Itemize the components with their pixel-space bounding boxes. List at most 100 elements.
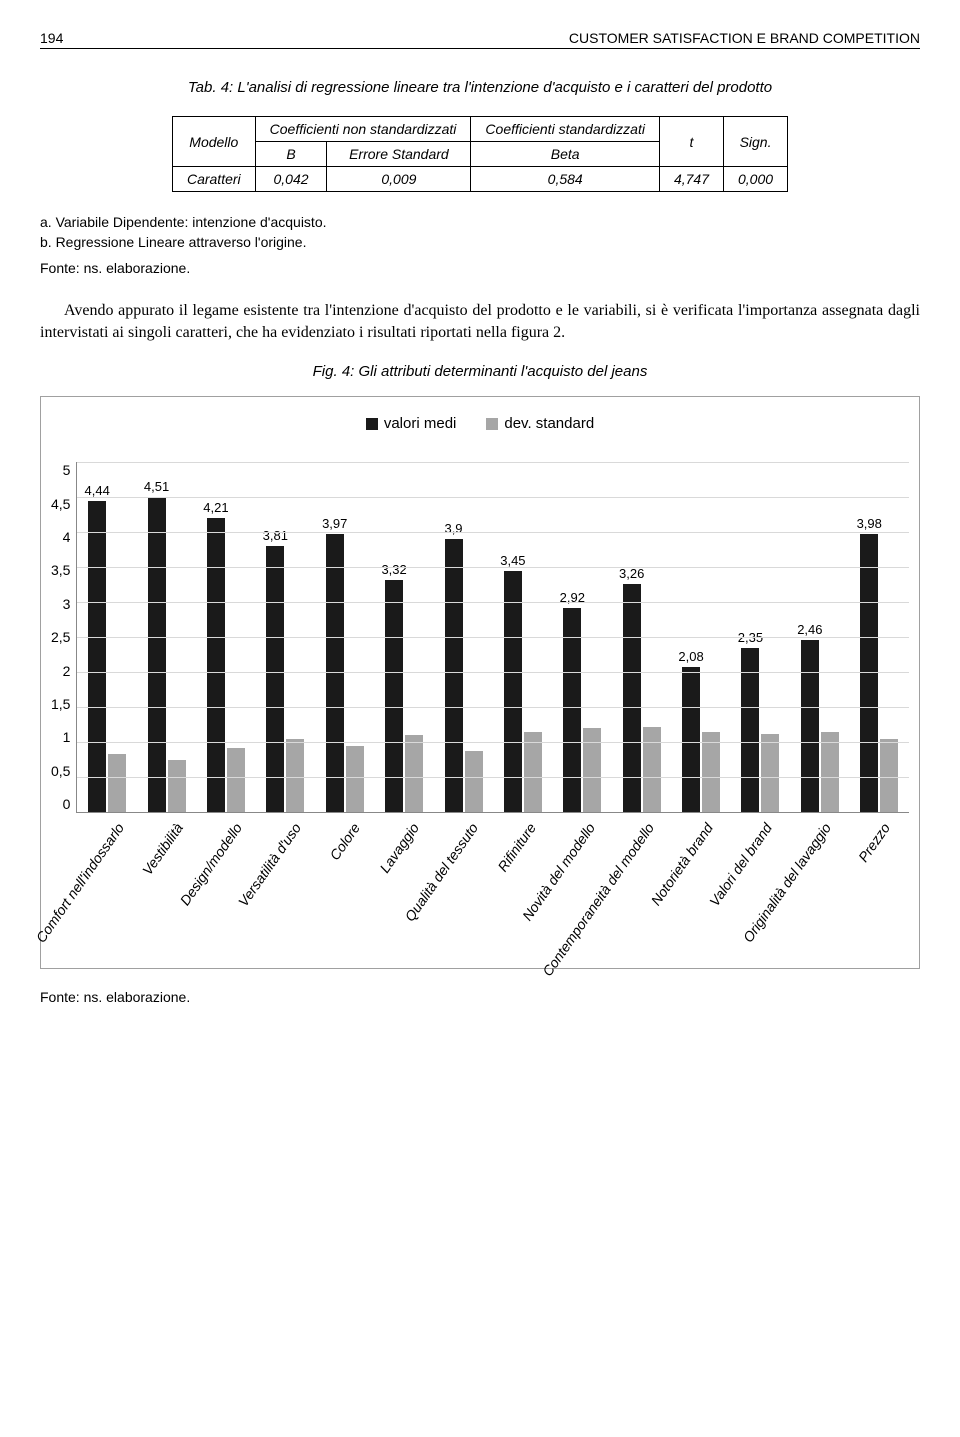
- page-number: 194: [40, 30, 63, 46]
- bar-series2: [880, 739, 898, 813]
- val-err: 0,009: [327, 167, 471, 192]
- bar-series1: 4,21: [207, 518, 225, 813]
- regression-table: Modello Coefficienti non standardizzati …: [172, 116, 788, 192]
- y-tick: 4: [63, 529, 71, 545]
- y-tick: 2: [63, 663, 71, 679]
- val-B: 0,042: [255, 167, 327, 192]
- grid-line: [77, 672, 909, 673]
- bar-series1: 3,9: [445, 539, 463, 812]
- y-axis: 54,543,532,521,510,50: [51, 462, 76, 812]
- grid-line: [77, 742, 909, 743]
- chart-legend: valori medi dev. standard: [51, 415, 909, 432]
- grid-line: [77, 707, 909, 708]
- table-source: Fonte: ns. elaborazione.: [40, 260, 920, 276]
- table-title: Tab. 4: L'analisi di regressione lineare…: [180, 77, 780, 98]
- x-category-label: Prezzo: [855, 820, 893, 865]
- x-category: Versatilità d'uso: [262, 812, 321, 962]
- bar-series2: [643, 727, 661, 812]
- figure-title: Fig. 4: Gli attributi determinanti l'acq…: [40, 363, 920, 380]
- bar-series2: [168, 760, 186, 813]
- y-tick: 2,5: [51, 629, 70, 645]
- y-tick: 3: [63, 596, 71, 612]
- running-title: CUSTOMER SATISFACTION E BRAND COMPETITIO…: [569, 30, 920, 46]
- chart-plot: 54,543,532,521,510,50 4,444,514,213,813,…: [51, 462, 909, 812]
- bar-value-label: 3,26: [619, 566, 644, 581]
- th-model: Modello: [172, 117, 255, 167]
- figure-source: Fonte: ns. elaborazione.: [40, 989, 920, 1005]
- note-b: b. Regressione Lineare attraverso l'orig…: [40, 234, 920, 250]
- bar-series1: 4,51: [148, 497, 166, 813]
- x-category-label: Lavaggio: [376, 820, 422, 876]
- y-tick: 5: [63, 462, 71, 478]
- bar-series2: [702, 732, 720, 813]
- grid-line: [77, 462, 909, 463]
- legend-series2: dev. standard: [486, 415, 594, 432]
- th-group2: Coefficienti standardizzati: [471, 117, 660, 142]
- th-err: Errore Standard: [327, 142, 471, 167]
- x-category-label: Colore: [326, 820, 363, 863]
- grid-line: [77, 777, 909, 778]
- y-tick: 0: [63, 796, 71, 812]
- bar-value-label: 3,98: [857, 516, 882, 531]
- x-category-label: Vestibilità: [139, 820, 186, 878]
- x-category: Prezzo: [850, 812, 909, 962]
- bar-series1: 4,44: [88, 501, 106, 812]
- bar-series2: [583, 728, 601, 812]
- x-category-label: Comfort nell'indossarlo: [33, 820, 128, 945]
- legend-label-2: dev. standard: [504, 415, 594, 432]
- bar-series1: 2,92: [563, 608, 581, 812]
- x-category: Qualità del tessuto: [438, 812, 497, 962]
- bar-series1: 2,08: [682, 667, 700, 813]
- bar-series2: [524, 732, 542, 813]
- bar-value-label: 3,32: [381, 562, 406, 577]
- bar-series2: [108, 754, 126, 812]
- val-t: 4,747: [659, 167, 723, 192]
- row-label: Caratteri: [172, 167, 255, 192]
- bar-series2: [405, 735, 423, 812]
- bar-series1: 3,81: [266, 546, 284, 813]
- bar-value-label: 4,44: [85, 483, 110, 498]
- th-t: t: [659, 117, 723, 167]
- th-sign: Sign.: [724, 117, 788, 167]
- table-row: Caratteri 0,042 0,009 0,584 4,747 0,000: [172, 167, 787, 192]
- bar-series2: [821, 732, 839, 812]
- val-beta: 0,584: [471, 167, 660, 192]
- bar-series1: 3,45: [504, 571, 522, 813]
- bar-series2: [286, 739, 304, 813]
- bar-series1: 2,46: [801, 640, 819, 812]
- x-category-label: Rifiniture: [495, 820, 540, 874]
- bar-value-label: 3,9: [444, 521, 462, 536]
- plot-area: 4,44 4,51 4,21 3,81 3,97 3,32 3,9 3,45 2,92 3,26 2…: [76, 462, 909, 813]
- grid-line: [77, 637, 909, 638]
- x-category: Originalità del lavaggio: [791, 812, 850, 962]
- bar-value-label: 2,08: [678, 649, 703, 664]
- bar-value-label: 3,45: [500, 553, 525, 568]
- grid-line: [77, 567, 909, 568]
- y-tick: 4,5: [51, 496, 70, 512]
- x-axis: Comfort nell'indossarloVestibilitàDesign…: [85, 812, 909, 962]
- y-tick: 1,5: [51, 696, 70, 712]
- th-beta: Beta: [471, 142, 660, 167]
- val-sign: 0,000: [724, 167, 788, 192]
- x-category: Colore: [320, 812, 379, 962]
- grid-line: [77, 602, 909, 603]
- legend-series1: valori medi: [366, 415, 457, 432]
- legend-swatch-1: [366, 418, 378, 430]
- bar-series2: [227, 748, 245, 812]
- bar-series1: 3,97: [326, 534, 344, 812]
- th-group1: Coefficienti non standardizzati: [255, 117, 471, 142]
- page-header: 194 CUSTOMER SATISFACTION E BRAND COMPET…: [40, 30, 920, 49]
- bar-value-label: 4,21: [203, 500, 228, 515]
- y-tick: 1: [63, 729, 71, 745]
- body-paragraph: Avendo appurato il legame esistente tra …: [40, 300, 920, 343]
- legend-swatch-2: [486, 418, 498, 430]
- bar-series2: [346, 746, 364, 813]
- th-B: B: [255, 142, 327, 167]
- bar-series2: [761, 734, 779, 812]
- grid-line: [77, 497, 909, 498]
- bar-value-label: 4,51: [144, 479, 169, 494]
- bar-value-label: 2,46: [797, 622, 822, 637]
- legend-label-1: valori medi: [384, 415, 457, 432]
- chart-container: valori medi dev. standard 54,543,532,521…: [40, 396, 920, 969]
- x-category: Comfort nell'indossarlo: [85, 812, 144, 962]
